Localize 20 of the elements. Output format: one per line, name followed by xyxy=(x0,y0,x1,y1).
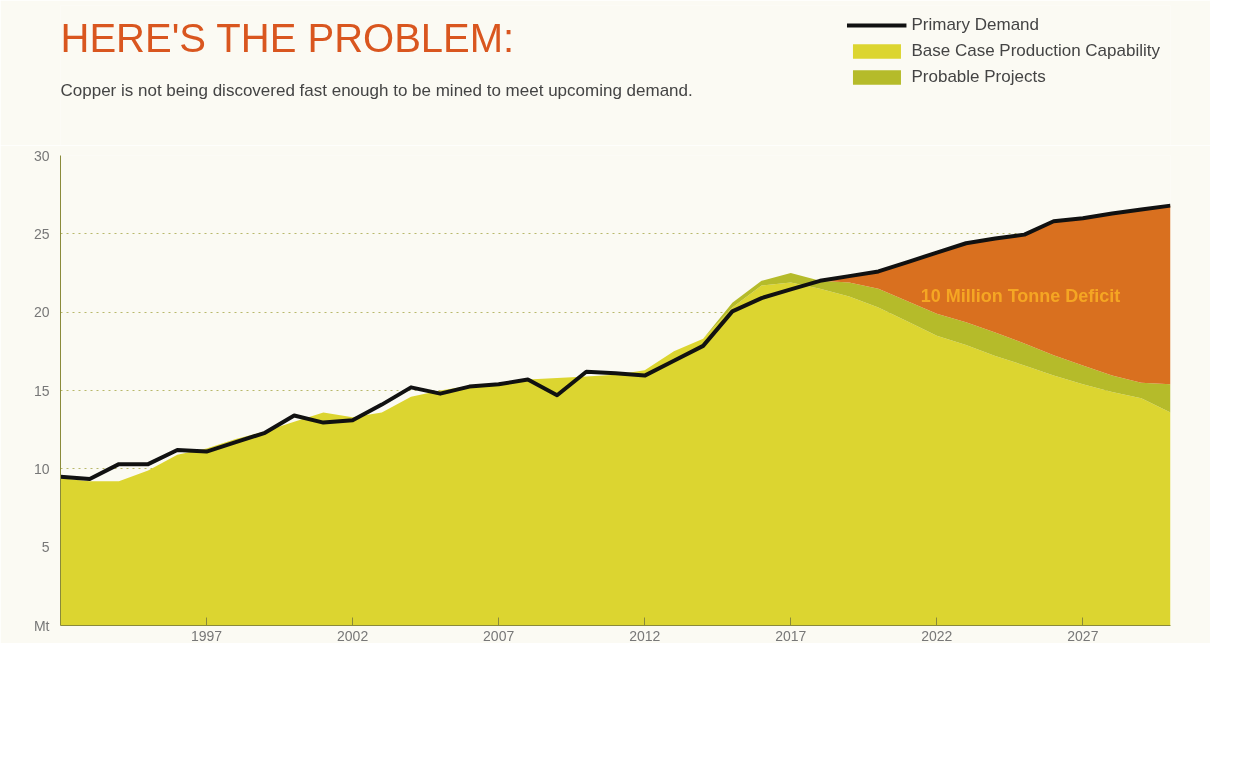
x-tick-label: 1997 xyxy=(190,627,223,644)
x-tick-label: 2012 xyxy=(629,627,661,644)
y-tick-label: 5 xyxy=(41,539,50,556)
legend-label: Base Case Production Capability xyxy=(911,41,1160,61)
line-series xyxy=(60,203,1171,482)
y-tick-label: 15 xyxy=(33,382,50,399)
chart-subtitle: Copper is not being discovered fast enough to be mined to meet upcoming demand. xyxy=(60,80,693,100)
x-tick-label: 2022 xyxy=(921,627,953,644)
y-tick-label: 20 xyxy=(33,304,50,321)
x-tick-label: 2017 xyxy=(775,627,807,644)
y-tick-label: 30 xyxy=(33,147,50,164)
y-tick-label: Mt xyxy=(33,617,50,634)
x-tick-label: 2002 xyxy=(337,627,369,644)
legend-label: Primary Demand xyxy=(911,15,1040,35)
legend-label: Probable Projects xyxy=(911,67,1046,87)
y-tick-label: 10 xyxy=(33,460,50,477)
x-tick-label: 2007 xyxy=(483,627,515,644)
chart-title: HERE'S THE PROBLEM: xyxy=(60,15,515,60)
x-tick-label: 2027 xyxy=(1067,627,1099,644)
y-tick-label: 25 xyxy=(33,225,50,242)
